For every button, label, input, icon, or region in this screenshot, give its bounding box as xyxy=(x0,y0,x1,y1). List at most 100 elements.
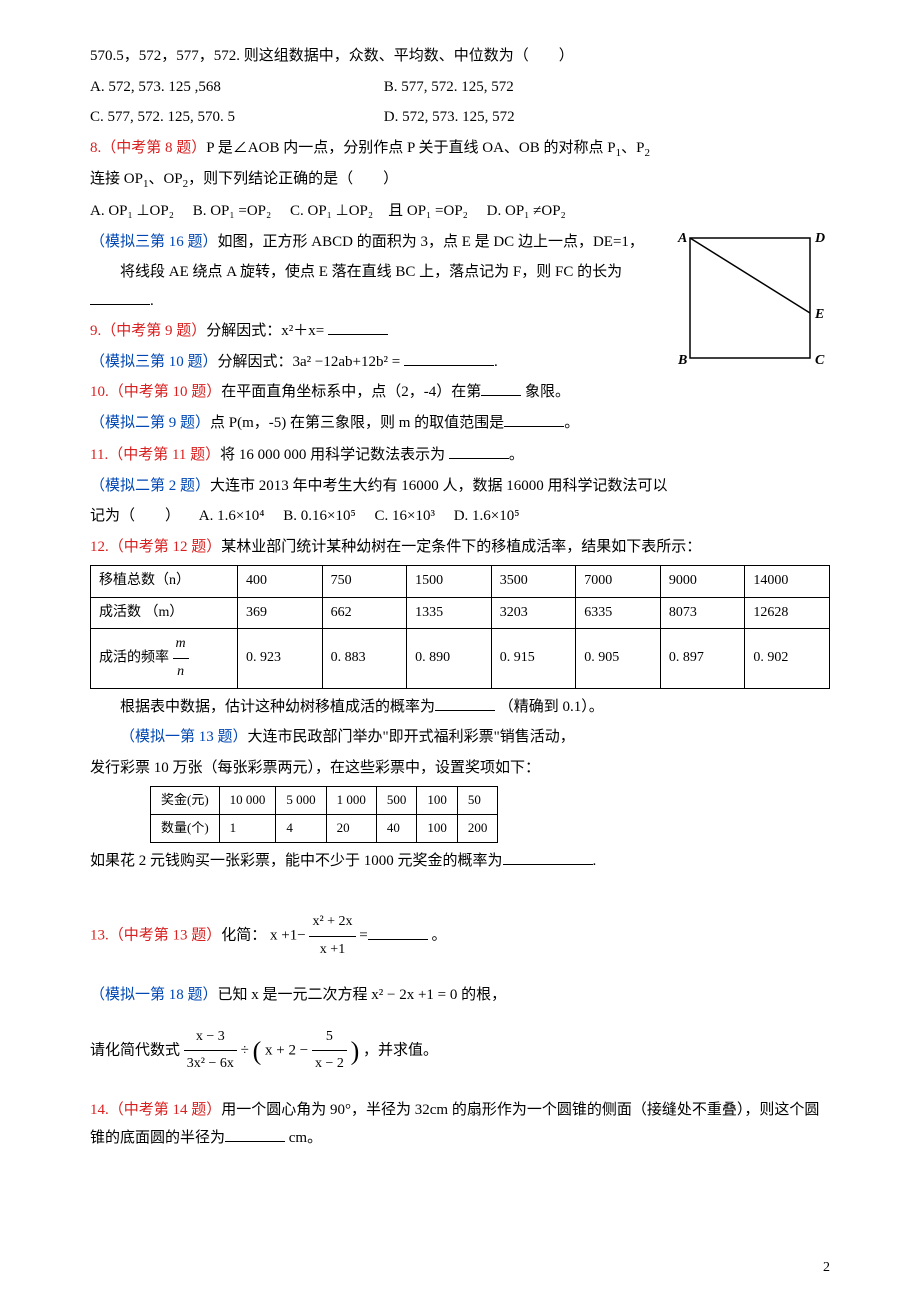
sim2q2-line2: 记为（ ） A. 1.6×10⁴ B. 0.16×10⁵ C. 16×10³ D… xyxy=(90,502,830,531)
q10-tag: 10.（中考第 10 题） xyxy=(90,384,221,400)
q12-after: 根据表中数据，估计这种幼树移植成活的概率为 （精确到 0.1）。 xyxy=(90,693,830,722)
lottery-table: 奖金(元) 10 000 5 000 1 000 500 100 50 数量(个… xyxy=(150,786,498,842)
cell: 500 xyxy=(376,787,417,815)
sim1q13-line3: 如果花 2 元钱购买一张彩票，能中不少于 1000 元奖金的概率为. xyxy=(90,847,830,876)
paren-left-icon: ( xyxy=(253,1036,262,1065)
fraction: mn xyxy=(173,631,189,685)
q12-tag: 12.（中考第 12 题） xyxy=(90,539,221,555)
q8-line1: 8.（中考第 8 题）P 是∠AOB 内一点，分别作点 P 关于直线 OA、OB… xyxy=(90,134,830,164)
q11-tag: 11.（中考第 11 题） xyxy=(90,447,220,463)
q8-tag: 8.（中考第 8 题） xyxy=(90,140,206,156)
cell: 20 xyxy=(326,814,376,842)
cell-header: 奖金(元) xyxy=(151,787,220,815)
cell: 200 xyxy=(457,814,498,842)
cell: 369 xyxy=(238,597,323,629)
q9-tag: 9.（中考第 9 题） xyxy=(90,323,206,339)
blank xyxy=(90,289,150,305)
label-a: A xyxy=(677,231,687,246)
q12-line: 12.（中考第 12 题）某林业部门统计某种幼树在一定条件下的移植成活率，结果如… xyxy=(90,533,830,562)
blank xyxy=(368,924,428,940)
opt-b: B. 577, 572. 125, 572 xyxy=(384,79,514,95)
cell: 3500 xyxy=(491,566,576,598)
blank xyxy=(504,411,564,427)
fraction: 5x − 2 xyxy=(312,1024,347,1078)
q13: 13.（中考第 13 题）化简： x +1− x² + 2xx +1 = 。 xyxy=(90,909,830,963)
q13-tag: 13.（中考第 13 题） xyxy=(90,928,221,944)
page-number: 2 xyxy=(823,1255,830,1282)
fraction: x − 33x² − 6x xyxy=(184,1024,237,1078)
opt-a: A. 572, 573. 125 ,568 xyxy=(90,73,380,102)
q14: 14.（中考第 14 题）用一个圆心角为 90°，半径为 32cm 的扇形作为一… xyxy=(90,1096,830,1153)
cell-header: 数量(个) xyxy=(151,814,220,842)
sim1q18-line2: 请化简代数式 x − 33x² − 6x ÷ ( x + 2 − 5x − 2 … xyxy=(90,1024,830,1078)
intro-line: 570.5，572，577，572. 则这组数据中，众数、平均数、中位数为（ ） xyxy=(90,42,830,71)
cell: 662 xyxy=(322,597,407,629)
cell: 0. 915 xyxy=(491,629,576,688)
sim3q10-tag: （模拟三第 10 题） xyxy=(90,354,218,370)
blank xyxy=(328,319,388,335)
table-row: 奖金(元) 10 000 5 000 1 000 500 100 50 xyxy=(151,787,498,815)
table-row: 移植总数（n） 400 750 1500 3500 7000 9000 1400… xyxy=(91,566,830,598)
blank xyxy=(404,350,494,366)
label-e: E xyxy=(814,307,824,322)
cell-header: 移植总数（n） xyxy=(91,566,238,598)
cell: 0. 902 xyxy=(745,629,830,688)
cell: 1 000 xyxy=(326,787,376,815)
fraction: x² + 2xx +1 xyxy=(309,909,355,963)
cell: 100 xyxy=(417,814,458,842)
blank xyxy=(435,695,495,711)
paren-right-icon: ) xyxy=(351,1036,360,1065)
label-d: D xyxy=(814,231,825,246)
label-c: C xyxy=(815,353,825,368)
sim1q18-tag: （模拟一第 18 题） xyxy=(90,987,218,1003)
cell: 0. 883 xyxy=(322,629,407,688)
opt-c: C. 577, 572. 125, 570. 5 xyxy=(90,103,380,132)
q11: 11.（中考第 11 题）将 16 000 000 用科学记数法表示为 。 xyxy=(90,441,830,470)
label-b: B xyxy=(677,353,687,368)
cell: 100 xyxy=(417,787,458,815)
blank xyxy=(225,1126,285,1142)
intro-opts-row2: C. 577, 572. 125, 570. 5 D. 572, 573. 12… xyxy=(90,103,830,132)
cell: 14000 xyxy=(745,566,830,598)
cell: 9000 xyxy=(660,566,745,598)
blank xyxy=(503,849,593,865)
cell-header: 成活的频率 mn xyxy=(91,629,238,688)
cell: 750 xyxy=(322,566,407,598)
sim1q13-line2: 发行彩票 10 万张（每张彩票两元），在这些彩票中，设置奖项如下： xyxy=(90,754,830,783)
cell: 1 xyxy=(219,814,276,842)
cell: 6335 xyxy=(576,597,661,629)
opt-d: D. 572, 573. 125, 572 xyxy=(384,109,515,125)
sim2q9-tag: （模拟二第 9 题） xyxy=(90,415,210,431)
square-diagram: A D B C E xyxy=(670,228,830,383)
cell: 12628 xyxy=(745,597,830,629)
q14-tag: 14.（中考第 14 题） xyxy=(90,1102,221,1118)
table-row: 成活数 （m） 369 662 1335 3203 6335 8073 1262… xyxy=(91,597,830,629)
cell: 10 000 xyxy=(219,787,276,815)
cell: 400 xyxy=(238,566,323,598)
blank xyxy=(481,380,521,396)
cell: 7000 xyxy=(576,566,661,598)
cell: 0. 897 xyxy=(660,629,745,688)
sim1q13-line1: （模拟一第 13 题）大连市民政部门举办"即开式福利彩票"销售活动， xyxy=(90,723,830,752)
sim2q2-tag: （模拟二第 2 题） xyxy=(90,478,210,494)
cell: 5 000 xyxy=(276,787,326,815)
cell: 1335 xyxy=(407,597,492,629)
cell-header: 成活数 （m） xyxy=(91,597,238,629)
cell: 8073 xyxy=(660,597,745,629)
cell: 1500 xyxy=(407,566,492,598)
sim2q2-line1: （模拟二第 2 题）大连市 2013 年中考生大约有 16000 人，数据 16… xyxy=(90,472,830,501)
table-row: 成活的频率 mn 0. 923 0. 883 0. 890 0. 915 0. … xyxy=(91,629,830,688)
cell: 40 xyxy=(376,814,417,842)
sim1q13-tag: （模拟一第 13 题） xyxy=(120,729,248,745)
q8-line2: 连接 OP1、OP2，则下列结论正确的是（ ） xyxy=(90,165,830,195)
cell: 3203 xyxy=(491,597,576,629)
blank xyxy=(449,443,509,459)
cell: 4 xyxy=(276,814,326,842)
cell: 50 xyxy=(457,787,498,815)
q8-opts: A. OP₁ ⊥OP₂ B. OP₁ =OP₂ C. OP₁ ⊥OP₂ 且 OP… xyxy=(90,197,830,226)
cell: 0. 923 xyxy=(238,629,323,688)
survival-table: 移植总数（n） 400 750 1500 3500 7000 9000 1400… xyxy=(90,565,830,688)
sim3q16-tag: （模拟三第 16 题） xyxy=(90,234,218,250)
intro-opts-row1: A. 572, 573. 125 ,568 B. 577, 572. 125, … xyxy=(90,73,830,102)
cell: 0. 905 xyxy=(576,629,661,688)
